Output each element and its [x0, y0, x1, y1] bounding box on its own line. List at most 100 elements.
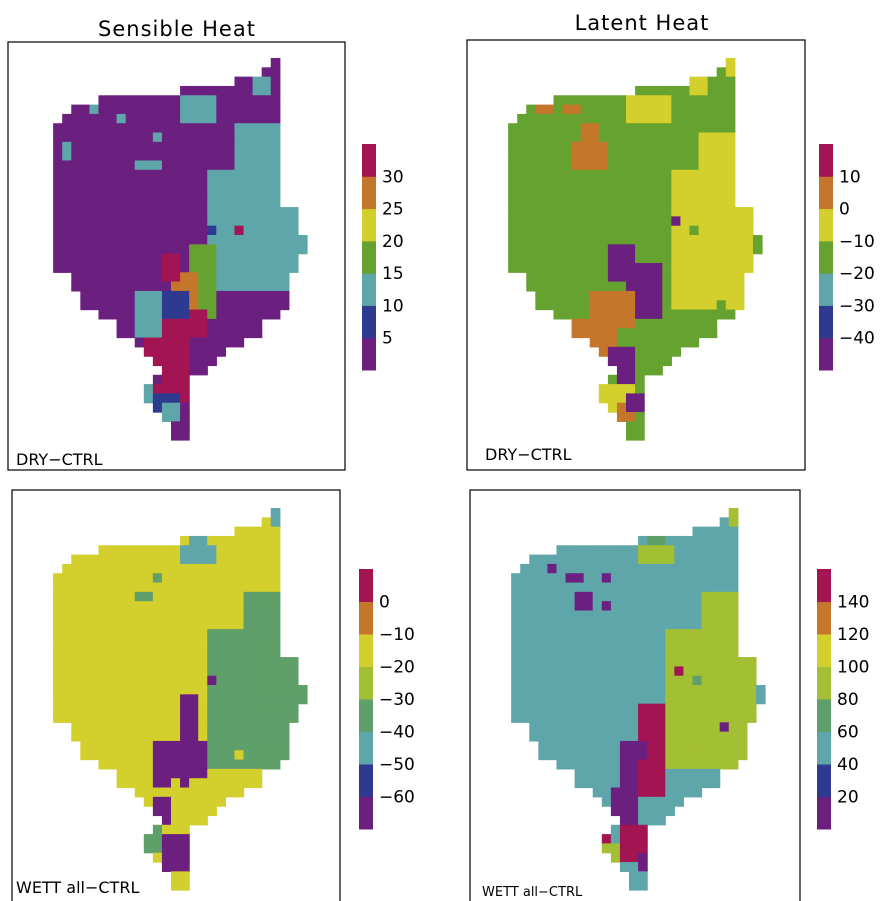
map-cell — [644, 337, 654, 348]
map-cell — [671, 244, 681, 255]
map-cell — [171, 554, 181, 565]
map-cell — [161, 402, 172, 413]
map-cell — [189, 601, 199, 612]
map-cell — [517, 207, 527, 217]
map-cell — [53, 132, 63, 143]
map-cell — [180, 169, 190, 180]
map-cell — [544, 160, 555, 171]
map-cell — [107, 563, 118, 574]
map-cell — [189, 554, 199, 565]
map-cell — [189, 787, 199, 798]
map-cell — [526, 253, 536, 264]
map-cell — [653, 151, 663, 162]
map-cell — [125, 235, 136, 245]
map-cell — [225, 731, 236, 742]
map-cell — [553, 253, 564, 264]
map-cell — [180, 151, 190, 162]
map-cell — [635, 216, 645, 227]
map-cell — [707, 207, 718, 217]
map-cell — [592, 647, 603, 658]
map-cell — [538, 666, 548, 677]
map-cell — [152, 393, 163, 404]
map-cell — [161, 610, 172, 621]
map-cell — [261, 253, 272, 264]
map-cell — [189, 113, 199, 124]
map-cell — [728, 582, 739, 593]
map-cell — [535, 141, 545, 152]
map-cell — [234, 750, 245, 761]
map-cell — [535, 281, 545, 292]
map-cell — [662, 123, 672, 134]
map-cell — [583, 731, 594, 742]
map-cell — [189, 216, 199, 227]
map-cell — [171, 160, 181, 171]
map-cell — [161, 657, 172, 667]
map-cell — [89, 235, 100, 245]
map-cell — [616, 188, 627, 199]
map-cell — [719, 517, 730, 528]
map-cell — [616, 132, 627, 143]
map-cell — [626, 309, 636, 320]
map-cell — [692, 722, 703, 733]
map-cell — [719, 685, 730, 695]
map-cell — [261, 526, 272, 537]
map-cell — [638, 666, 648, 677]
map-cell — [171, 188, 181, 199]
map-cell — [583, 582, 594, 593]
map-cell — [610, 722, 621, 733]
map-cell — [116, 778, 127, 789]
map-cell — [80, 740, 90, 751]
map-cell — [243, 573, 254, 584]
map-cell — [565, 722, 576, 733]
map-cell — [53, 675, 63, 686]
map-cell — [607, 402, 618, 413]
map-cell — [710, 573, 721, 584]
map-cell — [80, 216, 90, 227]
map-cell — [592, 573, 603, 584]
map-cell — [601, 834, 612, 845]
map-cell — [134, 104, 145, 115]
map-cell — [116, 272, 127, 283]
map-cell — [553, 113, 564, 124]
map-cell — [234, 610, 245, 621]
map-cell — [171, 675, 181, 686]
map-cell — [517, 160, 527, 171]
map-cell — [125, 290, 136, 301]
map-cell — [698, 113, 709, 124]
map-cell — [601, 675, 612, 686]
map-cell — [134, 657, 145, 667]
map-cell — [607, 104, 618, 115]
map-cell — [207, 731, 217, 742]
map-cell — [171, 365, 181, 376]
map-cell — [116, 179, 127, 190]
map-cell — [671, 197, 681, 208]
map-cell — [89, 141, 100, 152]
map-cell — [71, 731, 81, 742]
map-cell — [270, 85, 281, 96]
map-cell — [547, 740, 558, 751]
map-cell — [626, 300, 636, 311]
map-cell — [152, 675, 163, 686]
map-cell — [662, 188, 672, 199]
map-cell — [653, 160, 663, 171]
map-cell — [207, 281, 217, 292]
map-cell — [701, 591, 712, 602]
map-cell — [62, 563, 72, 574]
map-cell — [665, 685, 675, 695]
map-cell — [279, 666, 290, 677]
map-cell — [671, 272, 681, 283]
map-cell — [653, 300, 663, 311]
map-cell — [270, 629, 281, 640]
map-cell — [152, 169, 163, 180]
map-cell — [635, 95, 645, 106]
map-cell — [725, 141, 736, 152]
map-cell — [270, 290, 281, 301]
map-cell — [270, 573, 281, 584]
map-cell — [562, 132, 573, 143]
map-cell — [243, 253, 254, 264]
map-cell — [161, 318, 172, 329]
map-cell — [107, 151, 118, 162]
map-cell — [607, 113, 618, 124]
map-cell — [234, 526, 245, 537]
map-cell — [180, 843, 190, 854]
